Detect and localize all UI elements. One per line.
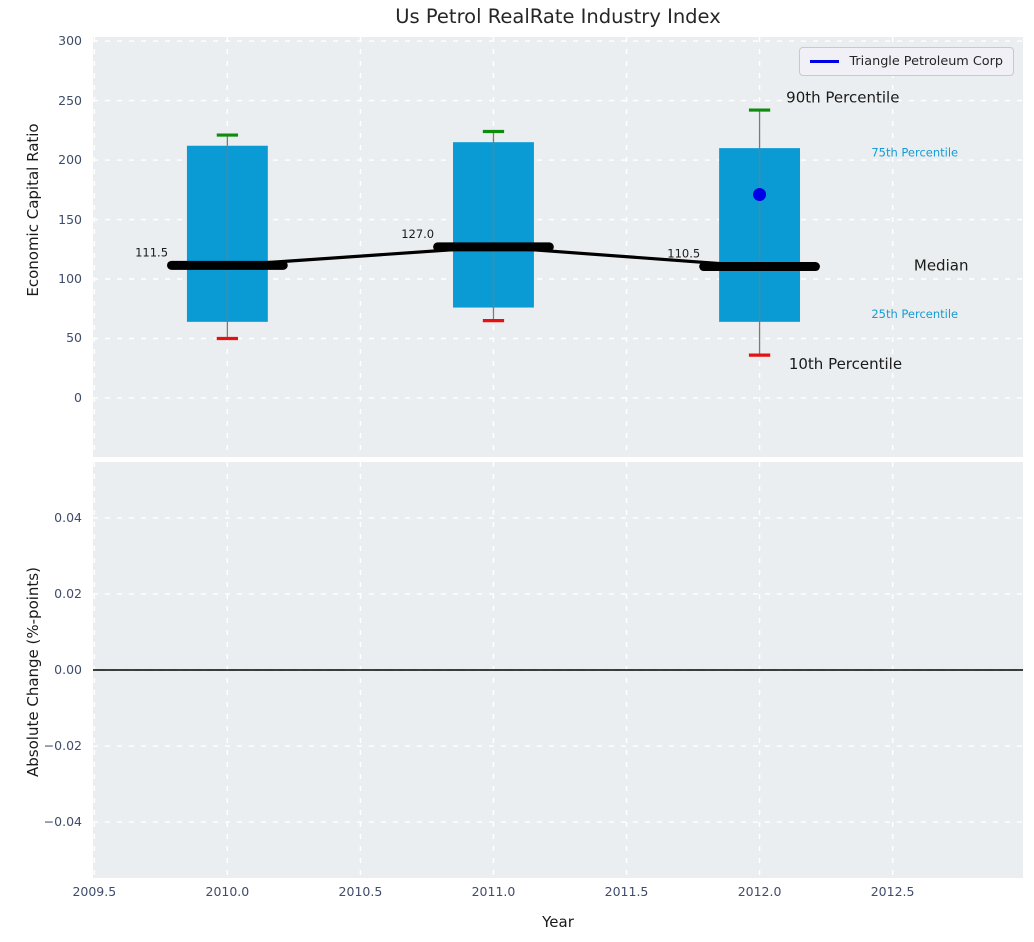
x-axis-label: Year: [542, 913, 574, 931]
x-tick-label: 2009.5: [72, 884, 117, 899]
box-2010: [186, 133, 268, 341]
top-y-tick-label: 50: [66, 330, 82, 346]
annotation-75th-percentile: 75th Percentile: [871, 145, 958, 159]
annotation-25th-percentile: 25th Percentile: [871, 307, 958, 321]
top-y-axis-label: Economic Capital Ratio: [24, 123, 42, 297]
bottom-y-tick-label: 0.04: [54, 509, 82, 525]
top-axes-canvas: 111.5 127.0 110.5 90th Percentile 75th Perce…: [93, 37, 1023, 457]
median-value-label: 110.5: [667, 247, 700, 261]
top-y-tick-label: 300: [58, 33, 82, 49]
bottom-y-tick-label: −0.04: [43, 814, 82, 830]
x-tick-label: 2012.5: [870, 884, 915, 899]
bottom-y-tick-label: 0.02: [54, 585, 82, 601]
x-tick-label: 2012.0: [737, 884, 782, 899]
x-tick-label: 2010.5: [338, 884, 383, 899]
legend-label: Triangle Petroleum Corp: [849, 54, 1003, 69]
box-2012: [719, 108, 801, 357]
annotation-10th-percentile: 10th Percentile: [789, 355, 902, 373]
legend: Triangle Petroleum Corp: [799, 47, 1014, 76]
bottom-axes-canvas: [93, 462, 1023, 878]
top-y-tick-label: 200: [58, 152, 82, 168]
bottom-y-tick-label: −0.02: [43, 738, 82, 754]
top-y-tick-label: 0: [74, 389, 82, 405]
bottom-axes: [93, 462, 1023, 878]
company-point: [753, 188, 767, 202]
x-tick-label: 2011.0: [471, 884, 516, 899]
top-y-tick-label: 100: [58, 271, 82, 286]
bottom-y-tick-label: 0.00: [54, 662, 82, 677]
chart-title: Us Petrol RealRate Industry Index: [395, 5, 721, 28]
top-axes: 111.5 127.0 110.5 90th Percentile 75th Perce…: [93, 37, 1023, 457]
median-value-label: 127.0: [401, 227, 434, 241]
x-tick-label: 2011.5: [604, 884, 649, 899]
top-y-tick-label: 150: [58, 211, 82, 227]
annotation-90th-percentile: 90th Percentile: [786, 89, 899, 107]
legend-line-swatch-icon: [810, 60, 840, 63]
annotation-median: Median: [914, 256, 969, 274]
median-value-label: 111.5: [135, 245, 168, 259]
box-2011: [453, 129, 534, 323]
x-tick-label: 2010.0: [205, 884, 250, 899]
top-y-tick-label: 250: [58, 92, 82, 108]
